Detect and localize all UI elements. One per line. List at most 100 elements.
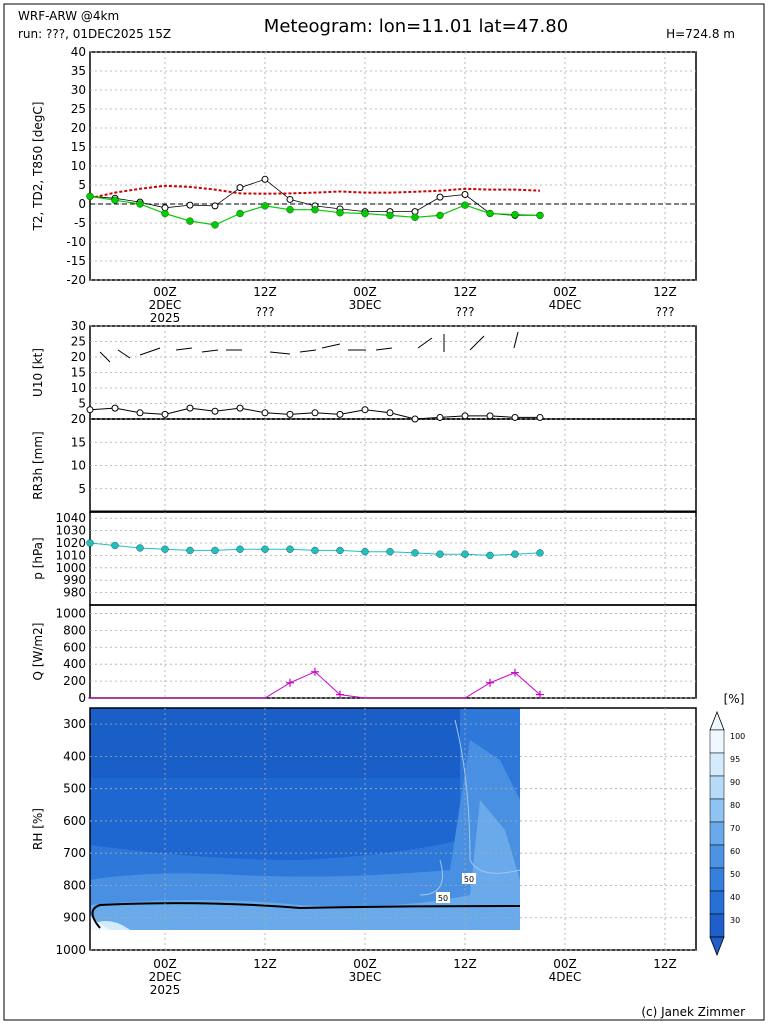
data-point	[211, 546, 219, 555]
y-tick-label: 1040	[55, 511, 86, 525]
data-point	[286, 206, 294, 214]
y-axis-label: Q [W/m2]	[31, 623, 45, 681]
data-point	[86, 539, 94, 547]
y-tick-label: 25	[71, 102, 86, 116]
series-line-t850	[89, 184, 541, 200]
data-point	[261, 409, 269, 417]
colorbar-segment	[709, 844, 725, 869]
y-tick-label: -5	[74, 216, 86, 230]
y-tick-label: 1020	[55, 536, 86, 550]
unknown-run-label: ???	[655, 305, 674, 319]
data-point	[86, 406, 94, 414]
y-tick-label: 15	[71, 140, 86, 154]
colorbar-level: 90	[730, 778, 740, 787]
y-tick-label: 20	[71, 121, 86, 135]
year-label: 2025	[150, 983, 181, 997]
data-point	[186, 404, 194, 412]
data-point	[436, 413, 444, 421]
data-point	[211, 221, 219, 229]
data-point	[286, 410, 294, 418]
data-point	[336, 546, 344, 555]
data-point	[536, 413, 544, 421]
time-tick-label: 12Z	[453, 957, 477, 971]
data-point	[361, 406, 369, 414]
y-tick-label: 500	[63, 782, 86, 796]
data-point	[361, 209, 369, 218]
y-tick-label: 700	[63, 846, 86, 860]
y-tick-label: -10	[66, 235, 86, 249]
wind-barb	[469, 335, 485, 351]
wind-barb	[321, 343, 341, 349]
wind-barb	[175, 347, 193, 351]
colorbar-segment	[709, 775, 725, 800]
unknown-run-label: ???	[255, 305, 274, 319]
y-tick-label: -15	[66, 254, 86, 268]
time-tick-label: 00Z	[153, 957, 177, 971]
data-point	[436, 193, 444, 201]
y-tick-label: 1000	[55, 943, 86, 957]
date-label: 3DEC	[349, 298, 382, 312]
model-label: WRF-ARW @4km	[18, 9, 119, 23]
colorbar-level: 70	[730, 824, 740, 833]
data-point	[336, 410, 344, 418]
data-point	[486, 209, 494, 218]
y-tick-label: 400	[63, 749, 86, 763]
date-label: 3DEC	[349, 970, 382, 984]
wind-barb	[117, 349, 131, 359]
data-point	[161, 545, 169, 553]
data-point	[311, 409, 319, 417]
data-point	[311, 546, 319, 555]
y-tick-label: 10	[71, 159, 86, 173]
time-tick-label: 12Z	[653, 957, 677, 971]
data-point	[286, 545, 294, 553]
y-tick-label: 5	[78, 178, 86, 192]
data-point	[436, 550, 444, 558]
wind-barb	[513, 331, 519, 349]
colorbar-level: 30	[730, 916, 740, 925]
y-tick-label: 0	[78, 197, 86, 211]
y-axis-label: p [hPa]	[31, 537, 45, 579]
y-tick-label: 300	[63, 717, 86, 731]
y-tick-label: 20	[71, 350, 86, 364]
data-point	[486, 551, 494, 560]
data-point	[511, 413, 519, 421]
wind-barb	[299, 349, 317, 353]
y-tick-label: 400	[63, 657, 86, 671]
colorbar-level: 95	[730, 755, 740, 764]
time-tick-label: 00Z	[553, 957, 577, 971]
colorbar-level: 60	[730, 847, 740, 856]
data-point	[211, 202, 219, 210]
time-tick-label: 00Z	[353, 285, 377, 299]
unknown-run-label: ???	[455, 305, 474, 319]
colorbar-level: 80	[730, 801, 740, 810]
wind-barb	[417, 337, 433, 349]
time-tick-label: 00Z	[153, 285, 177, 299]
wind-barb	[139, 347, 161, 356]
data-point	[286, 195, 294, 203]
y-tick-label: 990	[63, 573, 86, 587]
y-tick-label: 900	[63, 911, 86, 925]
data-point	[186, 201, 194, 209]
data-point	[386, 211, 394, 220]
data-point	[411, 213, 419, 221]
data-point	[461, 550, 469, 558]
y-tick-label: 20	[71, 412, 86, 426]
date-label: 4DEC	[549, 298, 582, 312]
y-tick-label: 25	[71, 335, 86, 349]
y-tick-label: 600	[63, 640, 86, 654]
colorbar-segment	[709, 890, 725, 915]
data-point	[236, 404, 244, 412]
colorbar-level: 100	[730, 732, 745, 741]
y-tick-label: 1030	[55, 524, 86, 538]
colorbar-segment	[709, 729, 725, 754]
y-tick-label: 30	[71, 319, 86, 333]
data-point	[211, 407, 219, 415]
data-point	[186, 546, 194, 555]
time-tick-label: 12Z	[653, 285, 677, 299]
colorbar-segment	[709, 798, 725, 823]
data-point	[261, 202, 269, 210]
page-title: Meteogram: lon=11.01 lat=47.80	[264, 16, 568, 37]
data-point	[536, 211, 544, 220]
y-tick-label: 1000	[55, 561, 86, 575]
